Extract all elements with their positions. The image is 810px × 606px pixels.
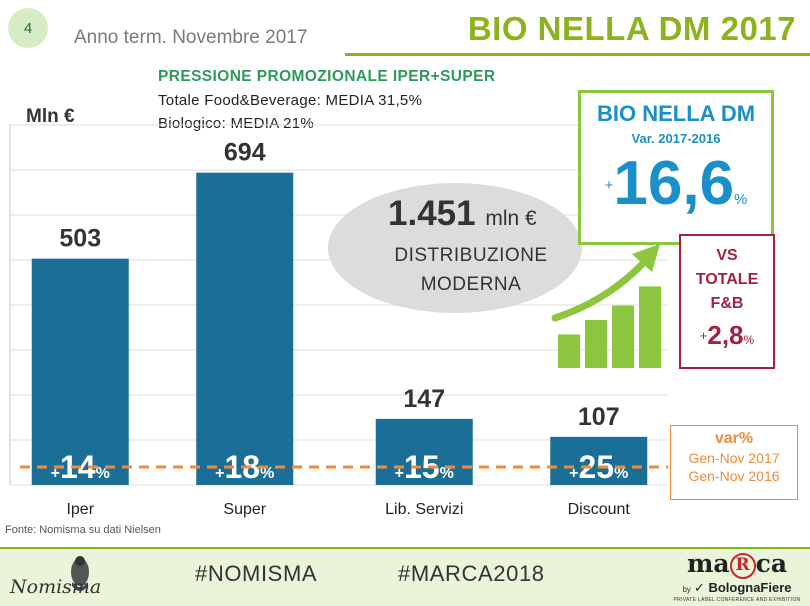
marca-tagline: PRIVATE LABEL CONFERENCE AND EXHIBITION [673,597,801,603]
category-label: Iper [66,501,94,518]
promo-block: PRESSIONE PROMOZIONALE IPER+SUPER Totale… [158,68,495,132]
page-subtitle: Anno term. Novembre 2017 [74,27,308,48]
vs-value: +2,8% [681,320,773,351]
var-legend-line1: Gen-Nov 2017 [688,450,780,466]
promo-title: PRESSIONE PROMOZIONALE IPER+SUPER [158,68,496,85]
growth-bar [612,305,634,368]
total-value: 1.451 mln € [388,194,537,234]
y-axis-label: Mln € [26,106,75,127]
growth-arrow-head [632,244,660,272]
vs-total-box: VS TOTALE F&B +2,8% [679,234,775,369]
bar-1 [31,258,129,485]
hashtag-nomisma: #NOMISMA [195,561,318,586]
vs-fb-label: F&B [710,295,744,312]
page-title: BIO NELLA DM 2017 [467,10,796,47]
source-note: Fonte: Nomisma su dati Nielsen [5,524,161,536]
vs-label: VS [716,247,738,264]
bar-3 [375,418,473,485]
total-label-line2: MODERNA [420,274,522,295]
bar-2 [196,172,294,485]
growth-bar [639,286,661,368]
total-label-line1: DISTRIBUZIONE [394,245,548,266]
bio-dm-pct: % [734,191,748,208]
bar-variation-label: +15% [395,449,454,485]
vs-total-label: TOTALE [695,271,759,288]
var-legend-title: var% [714,430,754,447]
bio-dm-number: 16,6 [613,149,735,218]
footer-rule [0,547,810,549]
slide-number-badge: 4 [8,8,48,48]
bio-dm-title: BIO NELLA DM [596,101,756,126]
bar-value-label: 694 [224,139,266,167]
vs-pct: % [743,333,755,347]
category-label: Super [223,501,266,518]
growth-bar [558,334,580,368]
total-ellipse [328,183,582,313]
total-value-number: 1.451 [388,194,476,233]
bio-dm-box: BIO NELLA DM Var. 2017-2016 +16,6% [578,90,774,245]
title-underline [345,53,810,56]
promo-line-total: Totale Food&Beverage: MEDIA 31,5% [158,92,423,109]
vs-number: 2,8 [707,320,744,350]
vs-sign: + [699,328,708,343]
bio-dm-sign: + [604,177,614,194]
growth-bar [585,320,607,368]
hashtag-marca: #MARCA2018 [398,561,545,586]
bar-value-label: 503 [59,225,101,253]
category-label: Discount [568,501,631,518]
bio-dm-period: Var. 2017-2016 [631,131,721,146]
growth-arrow [551,254,652,322]
bio-dm-value: +16,6% [581,148,771,219]
nomisma-logo-icon [71,556,89,591]
bar-value-label: 107 [578,403,620,431]
nomisma-logo-text: Nomisma [10,576,102,598]
footer-band [0,549,810,606]
category-label: Lib. Servizi [385,501,463,518]
var-legend-line2: Gen-Nov 2016 [688,468,780,484]
var-legend-box: var% Gen-Nov 2017 Gen-Nov 2016 [670,425,798,500]
promo-line-bio: Biologico: MEDIA 21% [158,115,315,132]
total-value-unit: mln € [485,207,537,230]
bar-value-label: 147 [403,385,445,413]
bar-4 [550,436,648,485]
